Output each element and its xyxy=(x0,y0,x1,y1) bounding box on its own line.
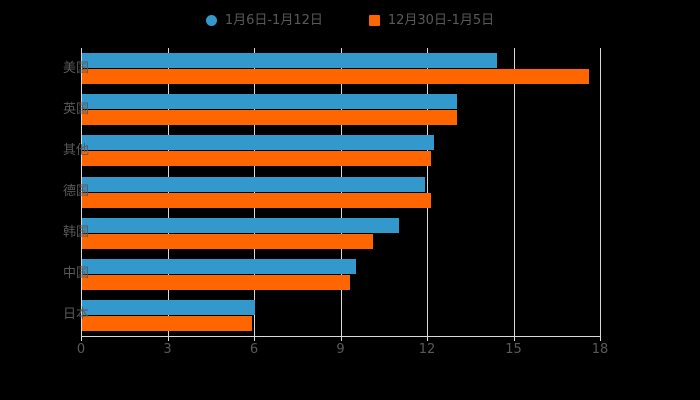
bar-series-2[interactable] xyxy=(82,233,374,249)
y-axis-category-label: 日本 xyxy=(62,307,89,323)
square-marker-icon xyxy=(368,14,380,26)
gridline xyxy=(513,48,515,336)
bar-series-1[interactable] xyxy=(82,176,426,192)
y-axis-category-label: 韩国 xyxy=(62,225,89,241)
x-axis-tick xyxy=(254,336,255,341)
gridline xyxy=(167,48,169,336)
x-axis-tick-label: 0 xyxy=(76,342,86,357)
x-axis-tick-label: 3 xyxy=(163,342,172,357)
bar-series-1[interactable] xyxy=(82,135,434,151)
y-axis-category-label: 中国 xyxy=(62,266,89,282)
y-axis-category-label: 美国 xyxy=(62,60,89,76)
gridline xyxy=(427,48,428,336)
circle-marker-icon xyxy=(205,14,217,26)
x-axis-tick xyxy=(600,336,601,341)
legend-label-series-1: 1月6日-1月12日 xyxy=(224,12,323,28)
legend-item-series-2[interactable]: 12月30日-1月5日 xyxy=(368,12,495,28)
bar-series-1[interactable] xyxy=(82,53,498,69)
x-axis-tick xyxy=(340,336,342,341)
bar-series-1[interactable] xyxy=(82,217,400,233)
bar-series-2[interactable] xyxy=(82,110,457,126)
gridline xyxy=(600,48,601,336)
x-axis-tick xyxy=(167,336,169,341)
bar-series-2[interactable] xyxy=(82,274,351,290)
y-axis-category-label: 德国 xyxy=(62,184,89,199)
chart-legend: 1月6日-1月12日 12月30日-1月5日 xyxy=(0,8,700,32)
bar-series-1[interactable] xyxy=(82,94,457,110)
bar-series-1[interactable] xyxy=(82,299,255,315)
x-axis-tick-label: 9 xyxy=(336,342,345,357)
x-axis-tick xyxy=(427,336,428,341)
plot-area: 0 3 6 9 12 15 18 xyxy=(77,48,608,357)
x-axis-tick xyxy=(513,336,515,341)
bar-series-2[interactable] xyxy=(82,315,253,331)
x-axis-tick-label: 15 xyxy=(505,342,522,357)
y-axis-line xyxy=(81,48,82,336)
gridline xyxy=(340,48,342,336)
x-axis-tick xyxy=(81,336,82,341)
x-axis-tick-label: 18 xyxy=(591,342,609,357)
bar-series-2[interactable] xyxy=(82,192,431,208)
bar-series-1[interactable] xyxy=(82,258,356,274)
y-axis-category-label: 其他 xyxy=(62,142,89,158)
legend-label-series-2: 12月30日-1月5日 xyxy=(387,12,495,28)
gridline xyxy=(254,48,255,336)
y-axis-category-label: 英国 xyxy=(62,101,89,117)
legend-item-series-1[interactable]: 1月6日-1月12日 xyxy=(205,12,323,28)
x-axis-tick-label: 12 xyxy=(418,342,436,357)
bar-series-2[interactable] xyxy=(82,69,590,85)
x-axis-tick-label: 6 xyxy=(249,342,259,357)
bar-series-2[interactable] xyxy=(82,151,431,167)
